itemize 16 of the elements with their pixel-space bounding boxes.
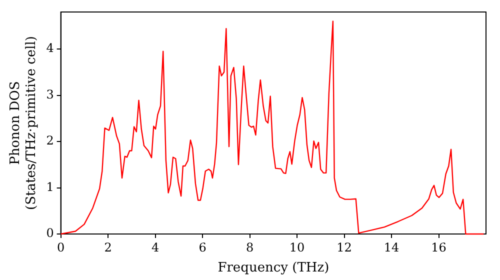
x-tick-label: 4 [151, 240, 160, 254]
x-tick-label: 2 [104, 240, 112, 254]
y-tick-label: 3 [46, 87, 54, 102]
x-tick-label: 14 [384, 240, 400, 254]
y-tick-label: 4 [46, 41, 54, 56]
x-tick-label: 0 [57, 240, 65, 254]
y-tick-label: 0 [46, 226, 54, 240]
x-tick-label: 10 [289, 240, 305, 254]
x-tick-label: 6 [198, 240, 206, 254]
y-tick-label: 1 [46, 180, 54, 194]
x-tick-label: 8 [246, 240, 254, 254]
y-axis-title: Phonon DOS (States/THz·primitive cell) [8, 36, 39, 210]
y-tick-label: 2 [46, 134, 54, 148]
x-tick-label: 16 [431, 240, 446, 254]
x-axis-title: Frequency (THz) [218, 260, 330, 276]
x-tick-label: 12 [336, 240, 352, 254]
